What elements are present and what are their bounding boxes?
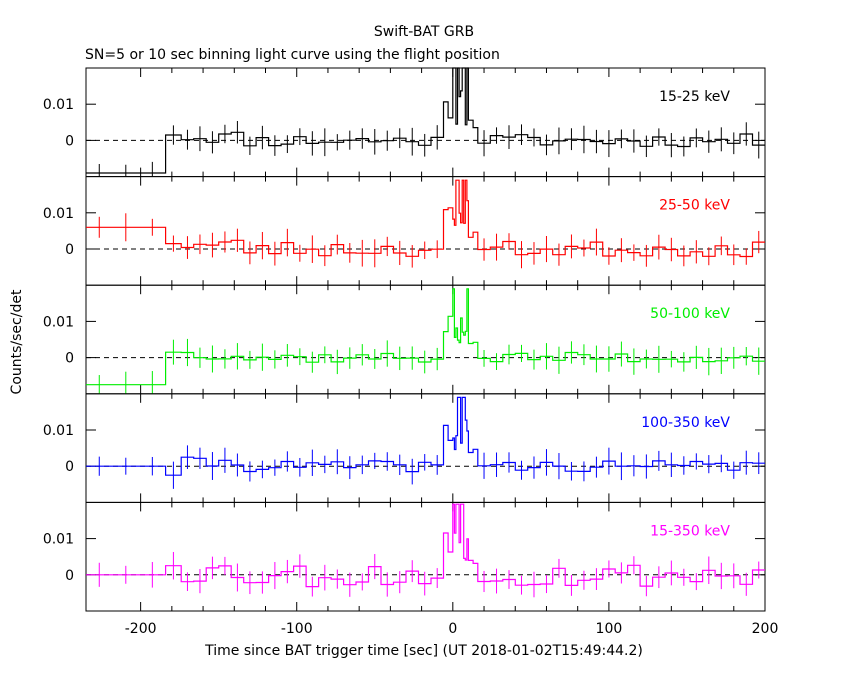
series-label: 15-350 keV	[650, 523, 730, 539]
series-label: 15-25 keV	[659, 89, 730, 105]
panel-frame	[85, 67, 766, 178]
series-line	[86, 503, 765, 588]
x-tick-label: -100	[281, 621, 313, 637]
x-tick-label: 0	[448, 621, 457, 637]
panel-0: 0 0.01 15-25 keV	[43, 67, 766, 178]
y-tick-label: 0	[65, 351, 74, 367]
y-tick-label: 0.01	[43, 314, 74, 330]
x-tick-labels: -200 -100 0 100 200	[125, 621, 779, 637]
y-tick-label: 0.01	[43, 423, 74, 439]
x-tick-label: 100	[596, 621, 623, 637]
figure-title: Swift-BAT GRB	[374, 24, 474, 40]
series-label: 50-100 keV	[650, 306, 730, 322]
panels-group: 0 0.01 15-25 keV 0 0.01 25-50 keV 0 0.01 50-100 …	[43, 67, 766, 612]
x-axis-label: Time since BAT trigger time [sec] (UT 20…	[204, 643, 643, 659]
y-tick-label: 0	[65, 133, 74, 149]
series-line	[86, 67, 765, 174]
panel-3: 0 0.01 100-350 keV	[43, 393, 766, 503]
y-tick-label: 0.01	[43, 532, 74, 548]
series-line	[86, 179, 765, 258]
panel-frame	[85, 176, 766, 286]
series-line	[86, 288, 765, 386]
y-tick-label: 0.01	[43, 97, 74, 113]
x-tick-label: -200	[125, 621, 157, 637]
series-label: 25-50 keV	[659, 198, 730, 214]
y-tick-label: 0	[65, 568, 74, 584]
panel-frame	[85, 501, 766, 612]
panel-1: 0 0.01 25-50 keV	[43, 176, 766, 286]
y-tick-label: 0.01	[43, 206, 74, 222]
x-tick-label: 200	[752, 621, 779, 637]
panel-2: 0 0.01 50-100 keV	[43, 284, 766, 395]
y-tick-label: 0	[65, 459, 74, 475]
y-axis-label: Counts/sec/det	[9, 289, 25, 394]
y-tick-label: 0	[65, 242, 74, 258]
series-line	[86, 396, 765, 476]
series-label: 100-350 keV	[641, 415, 730, 431]
figure-subtitle: SN=5 or 10 sec binning light curve using…	[85, 47, 500, 63]
panel-4: 0 0.01 15-350 keV	[43, 501, 766, 612]
